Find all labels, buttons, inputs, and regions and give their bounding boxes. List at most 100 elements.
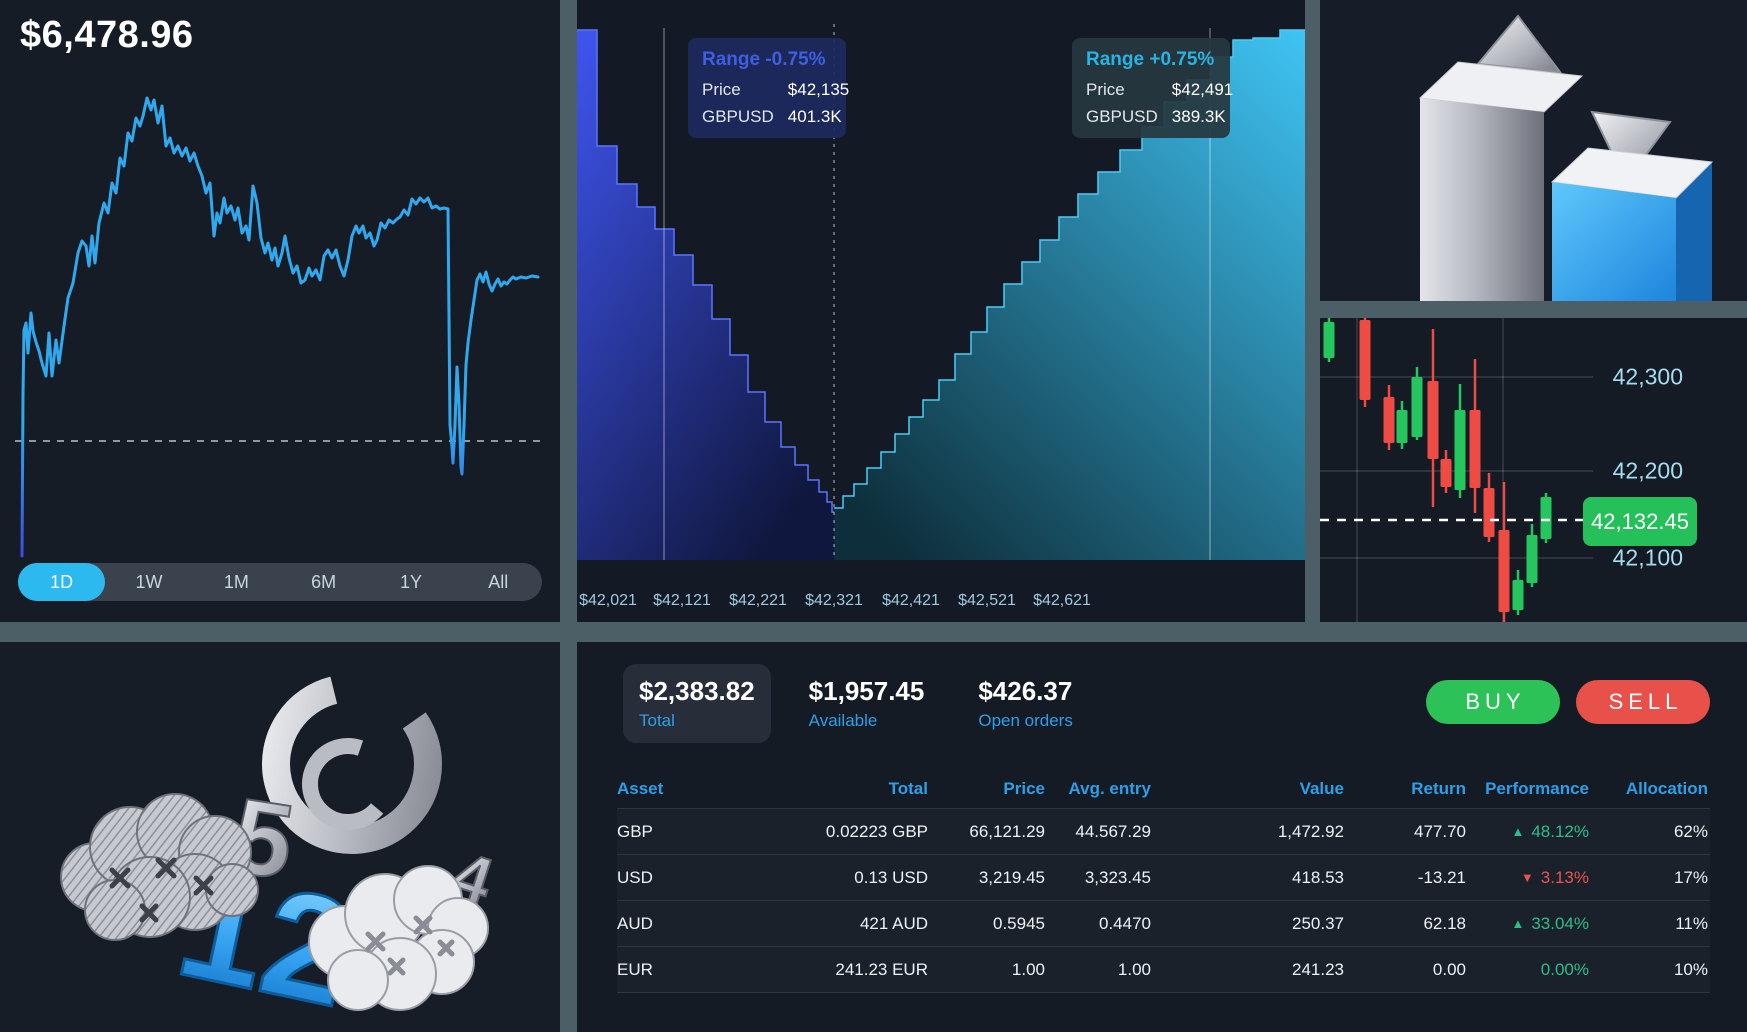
table-row[interactable]: EUR 241.23 EUR 1.00 1.00 241.23 0.00 0.00% 10% [617, 946, 1710, 993]
holdings-panel: $2,383.82 Total $1,957.45 Available $426.37 O… [577, 642, 1747, 1032]
summary-value: $2,383.82 [639, 676, 755, 706]
candlestick-panel: 42,300 42,200 42,100 42,132.45 [1320, 318, 1747, 622]
range-title: Range +0.75% [1086, 49, 1215, 70]
striped-brain-blob [60, 793, 259, 941]
range-button-all[interactable]: All [488, 571, 509, 592]
column-header: Asset [617, 779, 664, 798]
containers-3d-illustration [1418, 14, 1714, 301]
summary-label: Open orders [978, 711, 1073, 730]
price-label: Price [702, 80, 741, 99]
value-cell: 241.23 EUR [835, 959, 928, 979]
value-cell: 421 AUD [859, 913, 928, 933]
depth-range-tooltip-right: Range +0.75% Price $42,491 GBPUSD 389.3K [1072, 38, 1233, 138]
depth-axis-label: $42,321 [805, 592, 863, 609]
allocation-cell: 17% [1673, 867, 1708, 887]
range-title: Range -0.75% [702, 49, 826, 70]
price-value: $42,491 [1171, 80, 1234, 99]
summary-value: $1,957.45 [808, 676, 925, 706]
value-cell: 1.00 [1117, 959, 1151, 979]
performance-cell: ▲ 33.04% [1511, 913, 1589, 933]
depth-axis-label: $42,521 [958, 592, 1016, 609]
candle-axis-label: 42,300 [1612, 363, 1683, 390]
asset-cell: GBP [617, 821, 653, 841]
column-header: Value [1299, 779, 1344, 798]
value-cell: 0.13 USD [854, 867, 928, 887]
value-cell: 250.37 [1292, 913, 1344, 933]
column-header: Performance [1485, 779, 1589, 798]
value-cell: 62.18 [1423, 913, 1466, 933]
current-price-badge: 42,132.45 [1583, 497, 1697, 546]
value-cell: 241.23 [1292, 959, 1344, 979]
allocation-cell: 62% [1673, 821, 1708, 841]
arrow-down-icon: ▼ [1520, 869, 1534, 885]
sell-button[interactable]: SELL [1576, 680, 1710, 724]
performance-cell: ▼ 3.13% [1520, 867, 1589, 887]
depth-axis-label: $42,621 [1033, 592, 1091, 609]
range-button-1d[interactable]: 1D [18, 563, 106, 601]
table-row[interactable]: AUD 421 AUD 0.5945 0.4470 250.37 62.18 ▲ 33.04%… [617, 900, 1710, 946]
blue-container [1550, 110, 1714, 301]
value-cell: 3,323.45 [1084, 867, 1151, 887]
numbers-artwork-panel: 5 12 4 [0, 642, 560, 1032]
depth-axis-label: $42,421 [882, 592, 940, 609]
brain-blob-marks [109, 857, 214, 923]
table-header-row: Asset Total Price Avg. entry Value Return Perf… [617, 770, 1710, 808]
numbers-3d-illustration: 5 12 4 [60, 674, 503, 1032]
account-summary: $2,383.82 Total $1,957.45 Available $426.37 O… [623, 664, 1089, 743]
table-row[interactable]: USD 0.13 USD 3,219.45 3,323.45 418.53 -13.21 ▼… [617, 854, 1710, 900]
depth-range-tooltip-left: Range -0.75% Price $42,135 GBPUSD 401.3K [688, 38, 849, 138]
containers-illustration-panel [1320, 0, 1747, 301]
portfolio-panel: $6,478.96 1D 1W 1M 6M 1Y All [0, 0, 560, 622]
buy-button[interactable]: BUY [1426, 680, 1560, 724]
value-cell: 44.567.29 [1075, 821, 1151, 841]
column-header: Total [888, 779, 928, 798]
value-cell: -13.21 [1417, 867, 1466, 887]
performance-cell: 0.00% [1540, 959, 1589, 979]
depth-x-axis: $42,021 $42,121 $42,221 $42,321 $42,421 $42,5… [577, 592, 1305, 612]
market-depth-panel: Range -0.75% Price $42,135 GBPUSD 401.3K… [577, 0, 1305, 622]
value-cell: 3,219.45 [978, 867, 1045, 887]
volume-value: 389.3K [1171, 107, 1226, 126]
summary-label: Total [639, 711, 675, 730]
summary-value: $426.37 [978, 676, 1073, 706]
depth-axis-label: $42,021 [579, 592, 637, 609]
depth-axis-label: $42,221 [729, 592, 787, 609]
range-button-6m[interactable]: 6M [311, 571, 337, 592]
summary-available: $1,957.45 Available [793, 664, 941, 743]
balance-line-chart [15, 96, 545, 558]
range-button-1w[interactable]: 1W [135, 571, 163, 592]
table-row[interactable]: GBP 0.02223 GBP 66,121.29 44.567.29 1,472.92… [617, 808, 1710, 854]
portfolio-balance: $6,478.96 [20, 14, 194, 56]
value-cell: 1.00 [1011, 959, 1045, 979]
value-cell: 0.00 [1432, 959, 1466, 979]
value-cell: 1,472.92 [1277, 821, 1344, 841]
allocation-cell: 10% [1673, 959, 1708, 979]
tall-silver-container [1418, 14, 1584, 301]
column-header: Avg. entry [1068, 779, 1151, 798]
candlestick-chart [1320, 318, 1593, 622]
range-button-1y[interactable]: 1Y [399, 571, 422, 592]
smooth-blob-marks [365, 915, 455, 976]
summary-label: Available [808, 711, 878, 730]
arrow-up-icon: ▲ [1511, 915, 1525, 931]
candle-axis-label: 42,200 [1612, 457, 1683, 484]
price-label: Price [1086, 80, 1125, 99]
value-cell: 0.5945 [993, 913, 1045, 933]
volume-value: 401.3K [787, 107, 842, 126]
value-cell: 66,121.29 [969, 821, 1045, 841]
asset-cell: USD [617, 867, 653, 887]
candle-axis-label: 42,100 [1612, 544, 1683, 571]
summary-open-orders: $426.37 Open orders [962, 664, 1089, 743]
holdings-table: Asset Total Price Avg. entry Value Return Perf… [617, 770, 1710, 993]
value-cell: 477.70 [1414, 821, 1466, 841]
tooltip-rows: Price $42,491 GBPUSD 389.3K [1086, 80, 1233, 127]
depth-axis-label: $42,121 [653, 592, 711, 609]
arrow-up-icon: ▲ [1511, 823, 1525, 839]
smooth-brain-blob [308, 865, 489, 1011]
time-range-selector: 1D 1W 1M 6M 1Y All [18, 563, 542, 601]
tooltip-rows: Price $42,135 GBPUSD 401.3K [702, 80, 849, 127]
performance-cell: ▲ 48.12% [1511, 821, 1589, 841]
column-header: Return [1411, 779, 1466, 798]
range-button-1m[interactable]: 1M [223, 571, 249, 592]
